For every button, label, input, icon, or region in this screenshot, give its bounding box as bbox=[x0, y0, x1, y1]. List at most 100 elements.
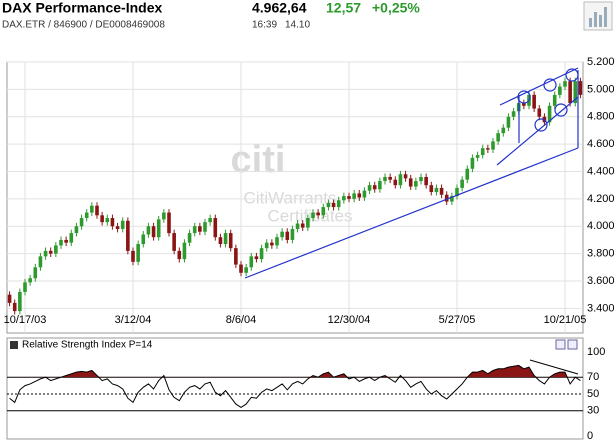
candle-body bbox=[54, 245, 58, 254]
candle-body bbox=[244, 267, 248, 273]
y-tick-label: 4.200 bbox=[587, 193, 615, 205]
watermark-brand: citi bbox=[231, 139, 286, 181]
candle-body bbox=[100, 215, 104, 223]
candle-body bbox=[300, 223, 305, 228]
candle-body bbox=[141, 234, 146, 245]
candle-body bbox=[383, 176, 387, 182]
symbol: DAX.ETR / 846900 / DE0008469008 bbox=[2, 20, 165, 31]
candle-body bbox=[120, 220, 125, 229]
candle-body bbox=[131, 250, 135, 262]
candle-body bbox=[12, 302, 17, 312]
candle-body bbox=[280, 231, 284, 238]
y-tick-label: 4.600 bbox=[587, 138, 615, 150]
candle-body bbox=[23, 282, 27, 292]
watermark-line2: Certificates bbox=[267, 206, 352, 225]
candle-body bbox=[59, 239, 63, 246]
candle-body bbox=[444, 194, 449, 202]
candle-body bbox=[156, 219, 161, 238]
candle-body bbox=[259, 248, 264, 260]
candle-body bbox=[434, 187, 439, 193]
x-tick-label: 10/21/05 bbox=[544, 314, 587, 326]
candle-body bbox=[316, 212, 320, 216]
candle-body bbox=[110, 218, 115, 227]
candle-body bbox=[151, 226, 156, 238]
candle-body bbox=[408, 178, 413, 187]
y-tick-label: 100 bbox=[587, 346, 605, 358]
candle-body bbox=[213, 218, 218, 238]
candle-body bbox=[455, 187, 459, 197]
candle-body bbox=[136, 244, 140, 262]
y-tick-label: 70 bbox=[587, 371, 599, 383]
candle-body bbox=[352, 193, 356, 199]
candle-body bbox=[372, 185, 377, 190]
candle-body bbox=[398, 174, 403, 186]
candle-body bbox=[470, 157, 475, 169]
x-tick-label: 8/6/04 bbox=[226, 314, 257, 326]
y-tick-label: 5.000 bbox=[587, 83, 615, 95]
candle-body bbox=[486, 148, 490, 150]
candle-body bbox=[378, 181, 382, 190]
candle-body bbox=[336, 200, 341, 208]
candle-body bbox=[558, 86, 562, 95]
trendlines bbox=[244, 67, 579, 279]
candle-body bbox=[95, 205, 99, 216]
candle-body bbox=[496, 133, 500, 142]
candle-body bbox=[511, 111, 516, 117]
y-tick-label: 0 bbox=[587, 430, 593, 442]
rsi-button[interactable] bbox=[567, 339, 578, 350]
candle-body bbox=[367, 185, 372, 191]
y-tick-label: 3.600 bbox=[587, 275, 615, 287]
candle-body bbox=[532, 94, 536, 109]
candle-body bbox=[234, 248, 238, 265]
candle-body bbox=[480, 148, 485, 156]
candle-body bbox=[43, 250, 48, 257]
candle-body bbox=[501, 127, 506, 134]
candle-body bbox=[218, 237, 223, 245]
candle-body bbox=[311, 212, 315, 219]
candle-body bbox=[74, 226, 79, 234]
candle-body bbox=[254, 256, 259, 260]
candle-body bbox=[48, 250, 53, 254]
rsi-marker bbox=[10, 341, 18, 349]
candle-body bbox=[295, 223, 300, 229]
candle-body bbox=[475, 155, 480, 158]
candle-body bbox=[239, 264, 243, 273]
candle-body bbox=[105, 218, 110, 223]
candle-body bbox=[264, 242, 269, 249]
candle-body bbox=[563, 81, 567, 87]
candle-body bbox=[33, 267, 38, 279]
candle-body bbox=[326, 202, 331, 208]
candle-body bbox=[393, 179, 398, 186]
x-tick-label: 5/27/05 bbox=[439, 314, 476, 326]
rsi-panel bbox=[6, 337, 584, 440]
rsi-trendline bbox=[529, 359, 579, 375]
candle-body bbox=[115, 226, 120, 229]
rsi-title: Relative Strength Index P=14 bbox=[22, 340, 153, 351]
time: 16:39 bbox=[252, 20, 277, 31]
candle-body bbox=[388, 176, 392, 180]
x-tick-label: 12/30/04 bbox=[328, 314, 371, 326]
candle-body bbox=[403, 174, 408, 179]
title: DAX Performance-Index bbox=[2, 0, 162, 16]
candle-body bbox=[172, 233, 176, 251]
candle-body bbox=[38, 256, 43, 268]
candle-body bbox=[203, 222, 207, 232]
candle-body bbox=[429, 185, 434, 193]
candle-body bbox=[285, 231, 290, 240]
candle-body bbox=[321, 207, 326, 216]
candle-body bbox=[419, 176, 423, 182]
rsi-line bbox=[9, 364, 581, 409]
date: 14.10 bbox=[285, 20, 310, 31]
candle-body bbox=[270, 242, 274, 246]
candle-body bbox=[347, 196, 351, 199]
candle-body bbox=[177, 250, 182, 260]
y-tick-label: 50 bbox=[587, 388, 599, 400]
x-tick-label: 3/12/04 bbox=[115, 314, 152, 326]
candle-body bbox=[362, 190, 367, 198]
rsi-button[interactable] bbox=[555, 339, 566, 350]
candle-body bbox=[424, 176, 428, 186]
candle-body bbox=[578, 81, 583, 95]
candle-body bbox=[357, 193, 362, 198]
candle-body bbox=[192, 226, 197, 234]
